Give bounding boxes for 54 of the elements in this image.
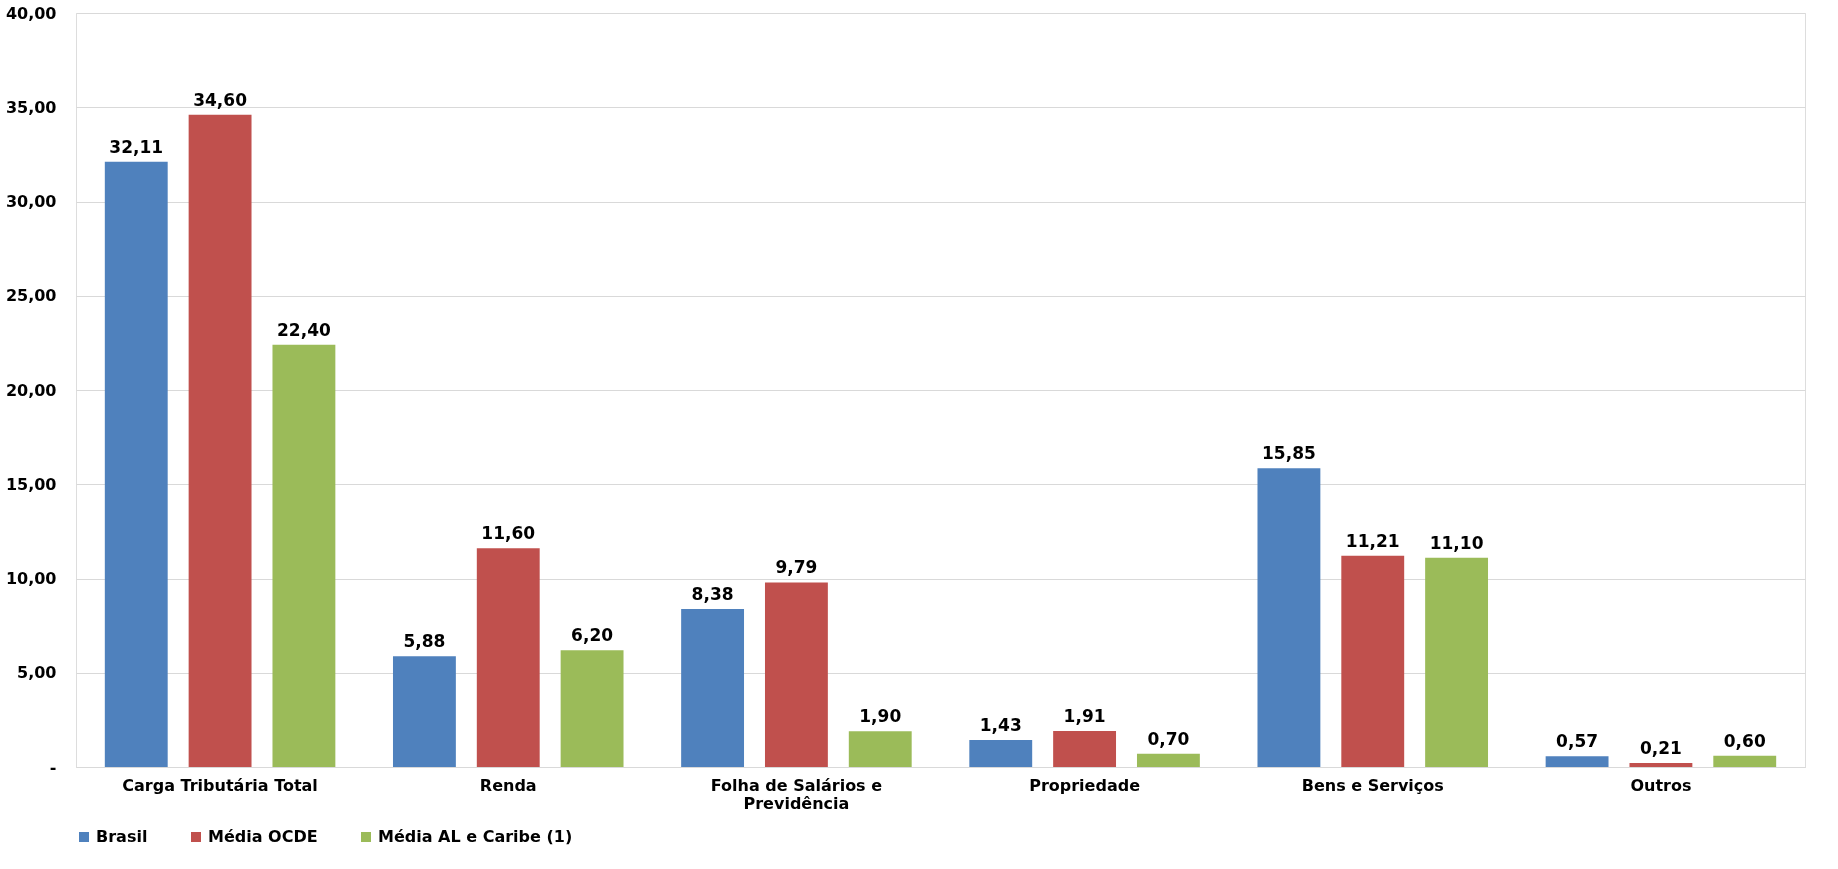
bar bbox=[848, 731, 912, 767]
bar bbox=[476, 548, 540, 767]
data-label: 0,60 bbox=[1723, 730, 1766, 751]
x-tick-label: Outros bbox=[1630, 775, 1692, 795]
bar bbox=[1341, 555, 1405, 767]
data-label: 1,91 bbox=[1063, 706, 1106, 726]
legend-label: Brasil bbox=[96, 827, 148, 846]
x-tick-label: Renda bbox=[479, 775, 537, 795]
data-label: 6,20 bbox=[571, 625, 614, 646]
y-tick-label: 30,00 bbox=[5, 192, 57, 211]
data-label: 15,85 bbox=[1262, 443, 1316, 464]
bar bbox=[1545, 756, 1609, 767]
y-tick-label: 10,00 bbox=[5, 569, 57, 588]
data-label: 8,38 bbox=[691, 584, 734, 605]
bar bbox=[392, 656, 456, 767]
bar bbox=[1713, 755, 1777, 767]
data-label: 0,57 bbox=[1556, 731, 1599, 752]
data-label: 9,79 bbox=[775, 557, 818, 578]
bar bbox=[969, 740, 1033, 767]
bar bbox=[1425, 557, 1489, 767]
y-tick-label: 25,00 bbox=[5, 286, 57, 306]
bar bbox=[1053, 731, 1117, 767]
data-label: 5,88 bbox=[403, 631, 446, 652]
x-tick-label: Folha de Salários e Previdência bbox=[710, 775, 883, 813]
data-label: 0,21 bbox=[1639, 738, 1682, 759]
y-tick-label: 15,00 bbox=[5, 474, 57, 494]
legend-label: Média OCDE bbox=[208, 827, 318, 846]
y-tick-label: 5,00 bbox=[17, 663, 57, 683]
bar bbox=[1629, 763, 1693, 767]
bar bbox=[560, 650, 624, 767]
x-tick-label: Propriedade bbox=[1029, 775, 1141, 795]
x-tick-label: Bens e Serviços bbox=[1301, 775, 1444, 795]
y-tick-label: 20,00 bbox=[5, 380, 57, 400]
data-label: 34,60 bbox=[193, 89, 248, 110]
y-tick-label: 40,00 bbox=[5, 3, 57, 23]
y-tick-label: 35,00 bbox=[5, 97, 57, 117]
data-label: 11,60 bbox=[481, 523, 536, 544]
legend-label: Média AL e Caribe (1) bbox=[378, 827, 573, 846]
data-label: 11,21 bbox=[1345, 530, 1400, 551]
data-label: 1,90 bbox=[859, 706, 902, 727]
data-label: 22,40 bbox=[277, 319, 331, 340]
bar bbox=[1136, 753, 1200, 767]
bar bbox=[1257, 468, 1321, 767]
data-label: 0,70 bbox=[1147, 728, 1190, 749]
bar bbox=[188, 114, 252, 767]
bar bbox=[104, 161, 168, 767]
y-tick-label: - bbox=[49, 757, 57, 777]
bar bbox=[681, 609, 745, 767]
bar bbox=[764, 582, 828, 767]
bar bbox=[272, 344, 336, 767]
data-label: 11,10 bbox=[1429, 532, 1484, 553]
data-label: 32,11 bbox=[109, 136, 164, 157]
x-tick-label: Carga Tributária Total bbox=[122, 775, 318, 795]
data-label: 1,43 bbox=[979, 715, 1022, 736]
